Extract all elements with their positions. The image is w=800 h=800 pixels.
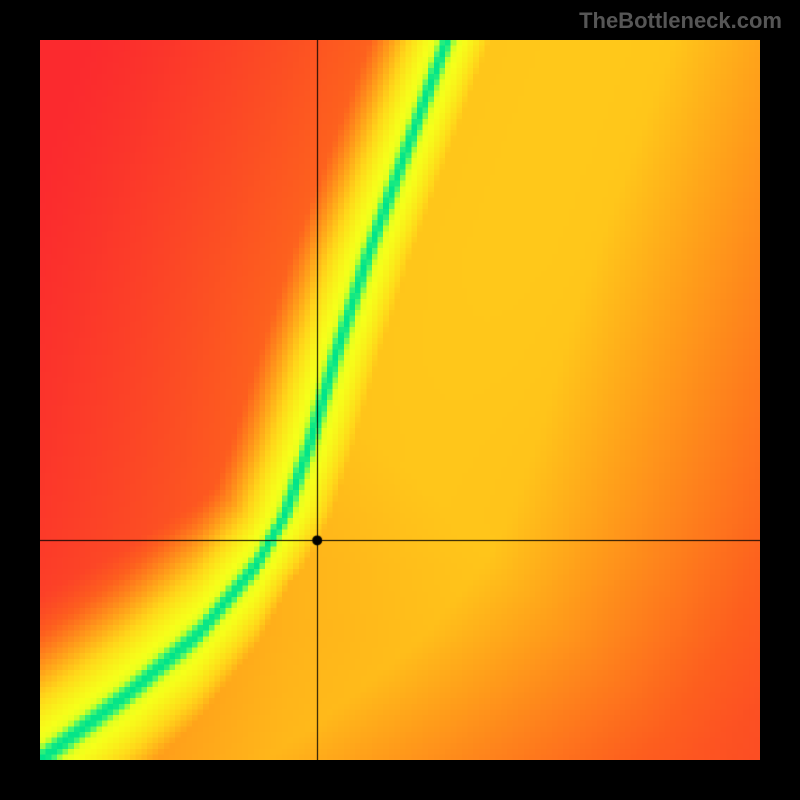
watermark-text: TheBottleneck.com — [579, 8, 782, 34]
chart-container: TheBottleneck.com — [0, 0, 800, 800]
bottleneck-heatmap — [40, 40, 760, 760]
